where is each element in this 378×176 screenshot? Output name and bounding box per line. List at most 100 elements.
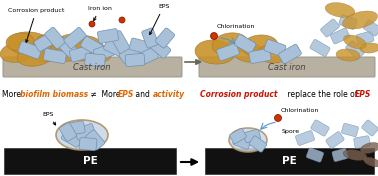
FancyBboxPatch shape (81, 36, 104, 56)
Ellipse shape (325, 3, 355, 17)
FancyBboxPatch shape (74, 124, 96, 140)
FancyBboxPatch shape (296, 131, 314, 146)
FancyBboxPatch shape (3, 57, 182, 77)
Ellipse shape (211, 33, 217, 39)
FancyBboxPatch shape (85, 130, 105, 150)
FancyBboxPatch shape (59, 123, 77, 141)
FancyBboxPatch shape (125, 53, 145, 67)
Ellipse shape (229, 128, 267, 152)
Ellipse shape (6, 33, 34, 51)
FancyBboxPatch shape (341, 123, 358, 137)
Ellipse shape (119, 17, 125, 23)
Text: PE: PE (83, 156, 98, 166)
FancyBboxPatch shape (233, 135, 251, 149)
Ellipse shape (336, 49, 360, 61)
Text: EPS: EPS (150, 4, 169, 34)
Text: biofilm biomass: biofilm biomass (20, 90, 88, 99)
FancyBboxPatch shape (363, 20, 378, 36)
Ellipse shape (195, 40, 235, 64)
Ellipse shape (17, 46, 53, 66)
FancyBboxPatch shape (69, 46, 91, 62)
Ellipse shape (363, 157, 378, 167)
FancyBboxPatch shape (110, 31, 130, 54)
Text: replace the role of: replace the role of (285, 90, 360, 99)
Ellipse shape (50, 43, 80, 61)
Ellipse shape (36, 34, 74, 58)
Bar (4, 148, 176, 174)
Ellipse shape (54, 34, 90, 54)
Ellipse shape (342, 11, 378, 29)
FancyBboxPatch shape (85, 53, 105, 67)
Ellipse shape (242, 35, 278, 57)
FancyBboxPatch shape (18, 41, 42, 59)
Ellipse shape (212, 33, 248, 55)
FancyBboxPatch shape (310, 39, 330, 57)
Text: Chlorination: Chlorination (281, 108, 319, 114)
Text: Cast iron: Cast iron (268, 63, 306, 72)
Ellipse shape (274, 115, 282, 121)
FancyBboxPatch shape (234, 34, 256, 54)
FancyBboxPatch shape (339, 15, 357, 29)
FancyBboxPatch shape (64, 27, 86, 49)
Ellipse shape (343, 150, 367, 160)
FancyBboxPatch shape (79, 137, 97, 150)
Ellipse shape (56, 120, 108, 150)
FancyBboxPatch shape (249, 49, 271, 63)
Ellipse shape (29, 42, 61, 62)
FancyBboxPatch shape (45, 27, 65, 49)
Ellipse shape (344, 35, 366, 49)
FancyBboxPatch shape (199, 57, 375, 77)
Text: activity: activity (153, 90, 185, 99)
FancyBboxPatch shape (306, 148, 324, 162)
FancyBboxPatch shape (243, 129, 260, 143)
Ellipse shape (232, 42, 264, 62)
FancyBboxPatch shape (354, 136, 370, 148)
FancyBboxPatch shape (330, 28, 350, 44)
FancyBboxPatch shape (217, 43, 239, 61)
Text: Cast iron: Cast iron (73, 63, 111, 72)
FancyBboxPatch shape (149, 38, 171, 58)
Text: EPS: EPS (42, 112, 56, 125)
FancyBboxPatch shape (129, 38, 151, 54)
Text: Chlorination: Chlorination (217, 24, 256, 29)
FancyBboxPatch shape (362, 120, 378, 136)
Text: PE: PE (282, 156, 296, 166)
FancyBboxPatch shape (326, 131, 344, 148)
FancyBboxPatch shape (142, 28, 158, 48)
FancyBboxPatch shape (346, 41, 364, 59)
FancyBboxPatch shape (155, 28, 175, 48)
Text: Corrosion product: Corrosion product (200, 90, 277, 99)
FancyBboxPatch shape (43, 48, 67, 64)
FancyBboxPatch shape (57, 37, 79, 59)
FancyBboxPatch shape (311, 120, 329, 136)
Text: Spore: Spore (282, 130, 300, 134)
FancyBboxPatch shape (61, 129, 83, 147)
Text: and: and (133, 90, 152, 99)
Text: ≠  More: ≠ More (88, 90, 123, 99)
FancyBboxPatch shape (321, 19, 339, 37)
Text: Iron ion: Iron ion (88, 6, 112, 21)
FancyBboxPatch shape (34, 32, 56, 52)
FancyBboxPatch shape (264, 39, 286, 56)
FancyBboxPatch shape (98, 29, 119, 43)
FancyBboxPatch shape (93, 43, 117, 61)
Ellipse shape (360, 143, 378, 153)
FancyBboxPatch shape (356, 31, 374, 45)
Text: Corrosion product: Corrosion product (8, 8, 64, 42)
Ellipse shape (258, 45, 286, 63)
Text: More: More (2, 90, 23, 99)
Text: EPS: EPS (118, 90, 134, 99)
FancyBboxPatch shape (67, 121, 85, 135)
FancyBboxPatch shape (104, 39, 127, 57)
Ellipse shape (66, 43, 94, 61)
Bar (205, 148, 374, 174)
Ellipse shape (360, 43, 378, 53)
FancyBboxPatch shape (332, 148, 348, 162)
Ellipse shape (0, 42, 36, 62)
Text: EPS: EPS (355, 90, 371, 99)
FancyBboxPatch shape (119, 44, 141, 64)
FancyBboxPatch shape (138, 47, 158, 65)
FancyBboxPatch shape (249, 136, 267, 152)
Ellipse shape (84, 45, 112, 63)
FancyBboxPatch shape (279, 44, 302, 64)
